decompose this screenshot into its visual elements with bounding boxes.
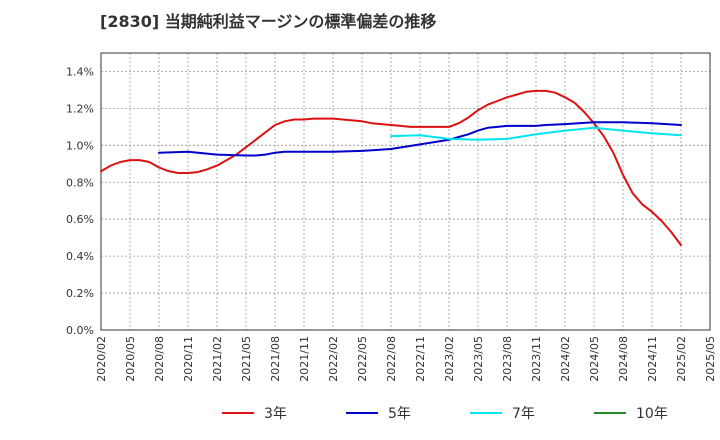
y-tick-label: 0.0% — [66, 324, 94, 337]
legend-label-3: 10年 — [636, 406, 668, 422]
series-line-2 — [390, 126, 682, 141]
plot-frame — [100, 52, 711, 331]
x-tick-label: 2022/02 — [327, 336, 340, 382]
x-tick-label: 2020/11 — [182, 336, 195, 382]
y-axis: 0.0% 0.2% 0.4% 0.6% 0.8% 1.0% 1.2% 1.4% — [66, 65, 94, 337]
x-tick-label: 2024/11 — [646, 336, 659, 382]
y-tick-label: 1.0% — [66, 139, 94, 152]
legend-label-0: 3年 — [264, 406, 287, 422]
x-tick-label: 2020/02 — [95, 336, 108, 382]
series-line-0 — [100, 89, 682, 247]
chart-title: [2830] 当期純利益マージンの標準偏差の推移 — [100, 12, 437, 31]
x-tick-label: 2020/08 — [153, 336, 166, 382]
x-tick-label: 2021/08 — [269, 336, 282, 382]
plot-area — [100, 52, 711, 331]
x-tick-label: 2021/11 — [298, 336, 311, 382]
legend: 3年 5年 7年 10年 — [222, 406, 668, 422]
x-tick-label: 2025/02 — [675, 336, 688, 382]
x-tick-label: 2023/08 — [501, 336, 514, 382]
x-tick-label: 2022/05 — [356, 336, 369, 382]
plot-background — [101, 53, 710, 330]
x-tick-label: 2021/02 — [211, 336, 224, 382]
series-layer — [100, 89, 682, 247]
x-tick-label: 2021/05 — [240, 336, 253, 382]
x-tick-label: 2024/08 — [617, 336, 630, 382]
y-tick-label: 0.6% — [66, 213, 94, 226]
x-tick-label: 2023/02 — [443, 336, 456, 382]
legend-label-2: 7年 — [512, 406, 535, 422]
x-tick-label: 2024/02 — [559, 336, 572, 382]
x-tick-label: 2022/08 — [385, 336, 398, 382]
y-tick-label: 0.4% — [66, 250, 94, 263]
x-tick-label: 2023/05 — [472, 336, 485, 382]
x-tick-label: 2025/05 — [704, 336, 717, 382]
legend-label-1: 5年 — [388, 406, 411, 422]
y-tick-label: 1.4% — [66, 65, 94, 78]
x-tick-label: 2020/05 — [124, 336, 137, 382]
x-tick-label: 2023/11 — [530, 336, 543, 382]
y-tick-label: 1.2% — [66, 102, 94, 115]
x-tick-label: 2022/11 — [414, 336, 427, 382]
y-tick-label: 0.2% — [66, 287, 94, 300]
x-tick-label: 2024/05 — [588, 336, 601, 382]
x-axis: 2020/02 2020/05 2020/08 2020/11 2021/02 2021/… — [95, 336, 717, 382]
y-tick-label: 0.8% — [66, 176, 94, 189]
